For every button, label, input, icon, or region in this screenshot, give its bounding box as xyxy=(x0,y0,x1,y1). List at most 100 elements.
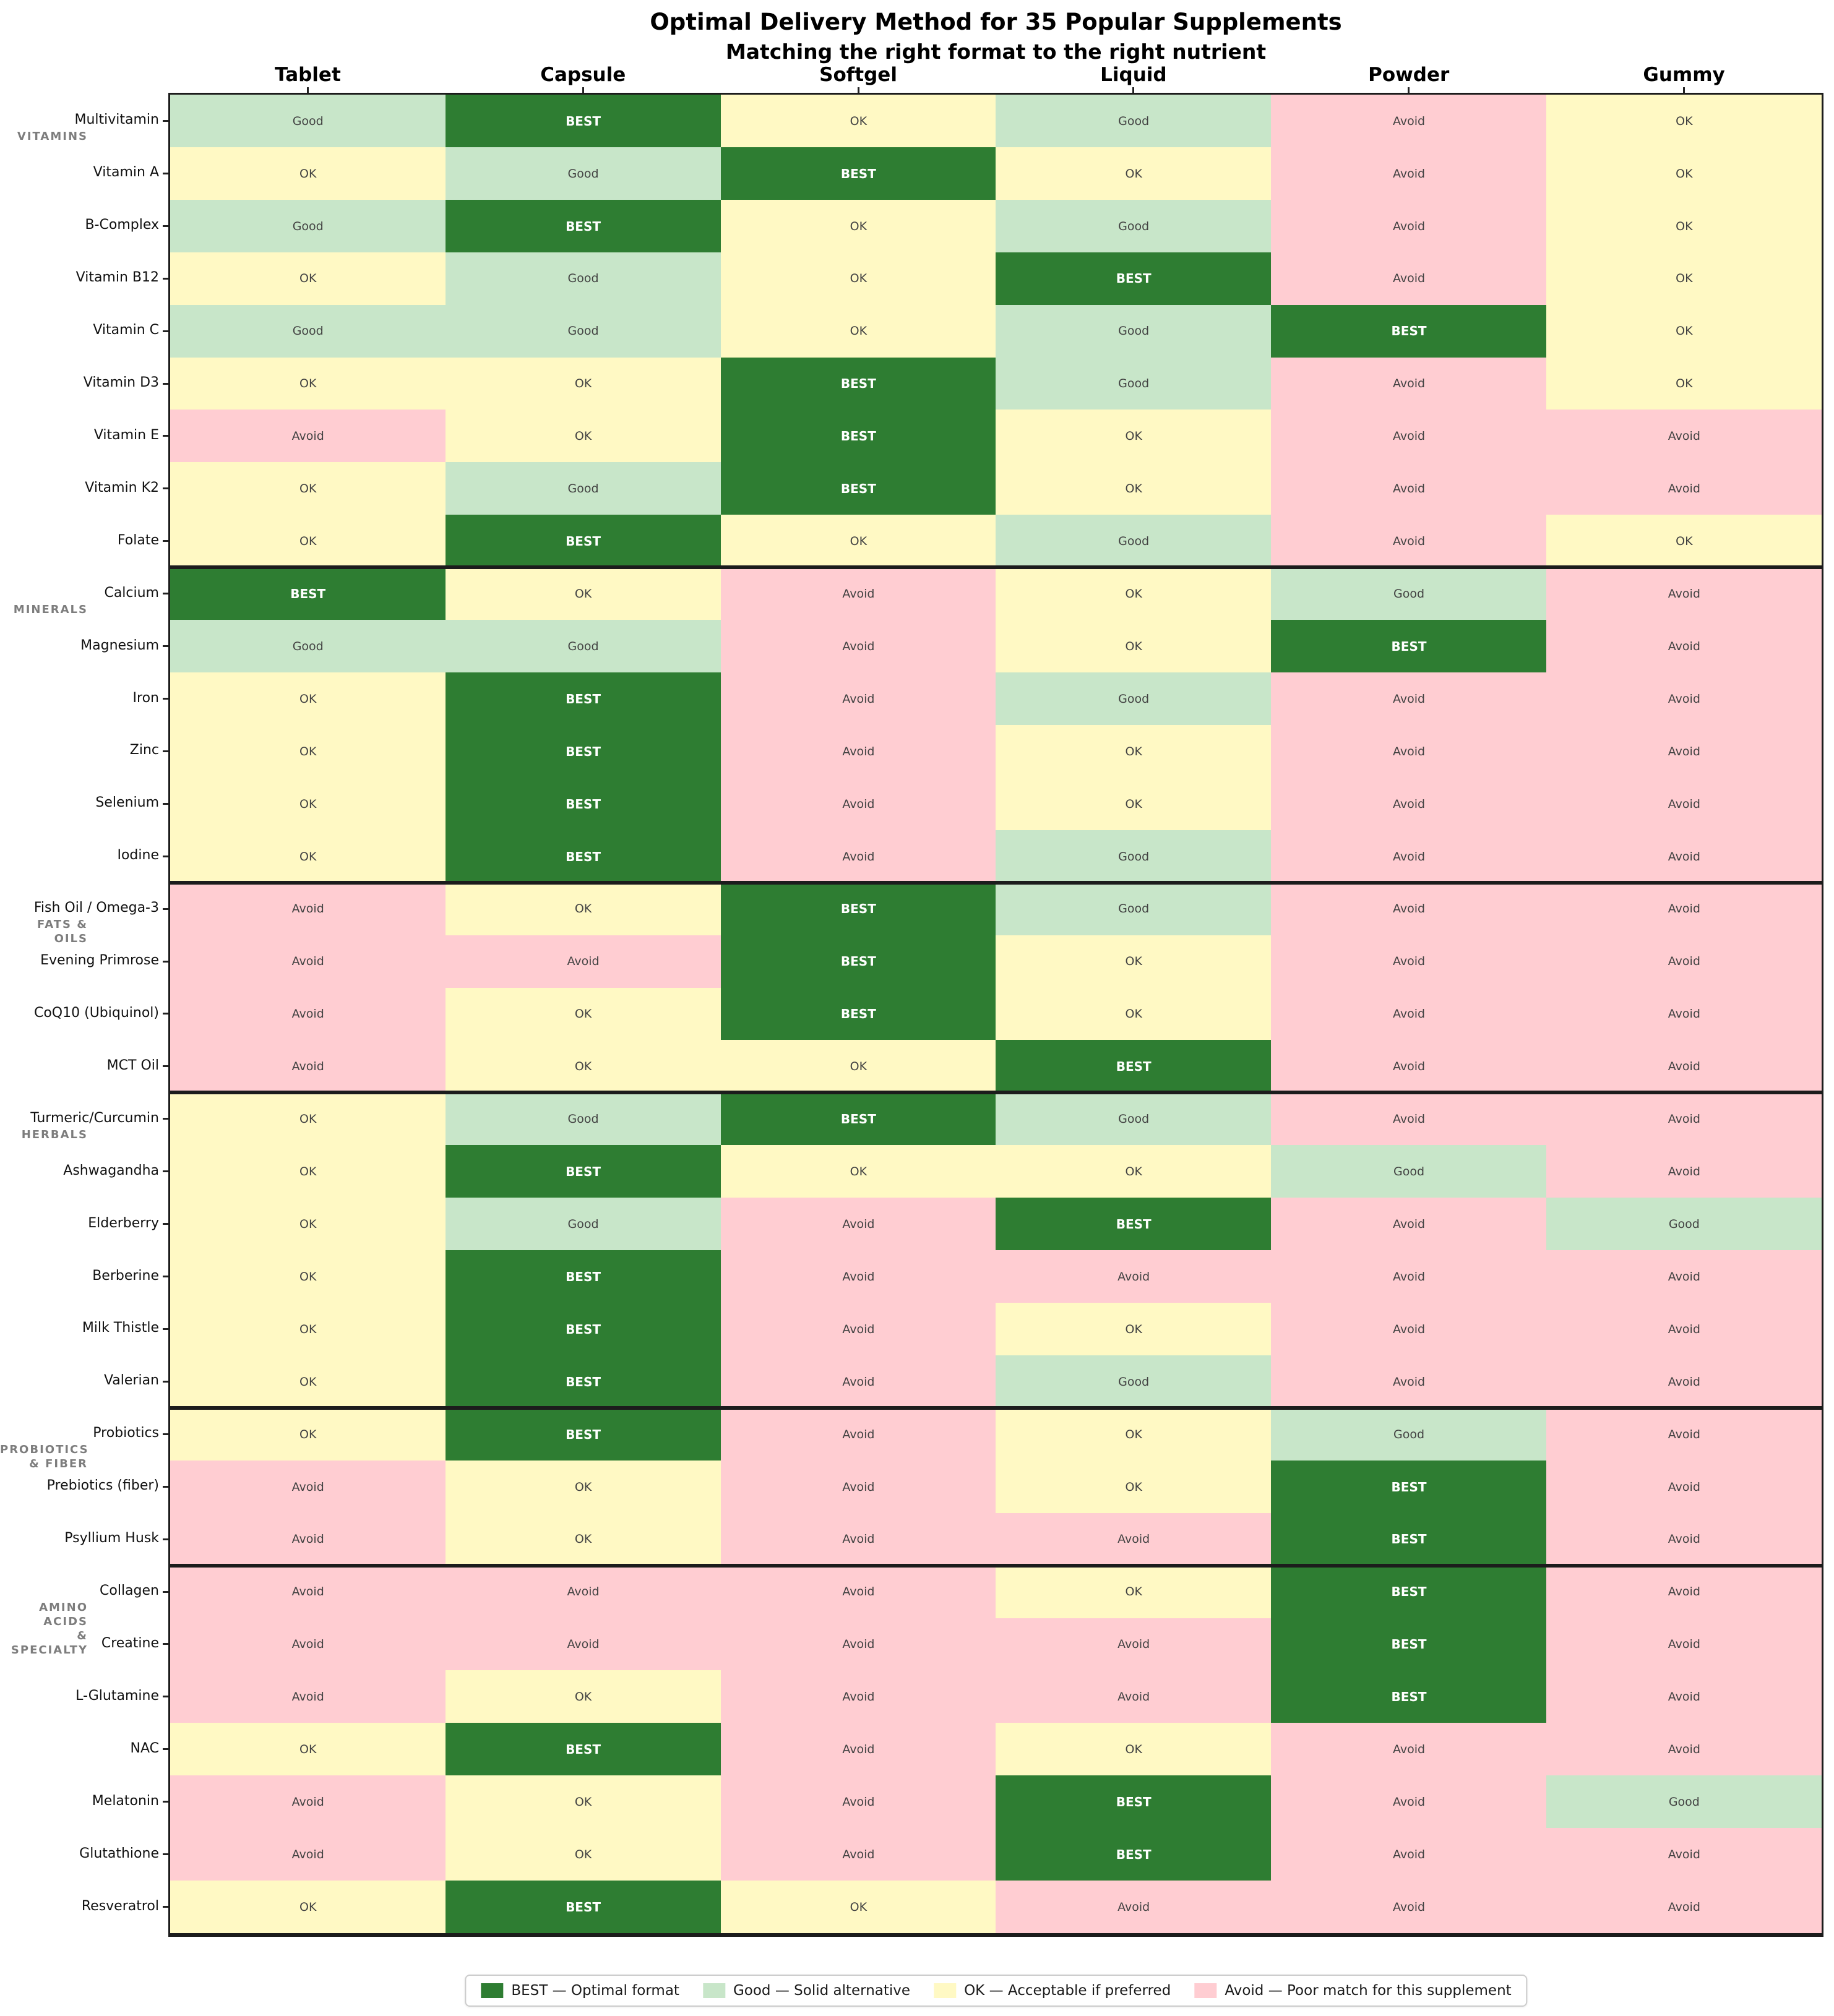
row-tick xyxy=(163,802,170,805)
matrix-cell: Avoid xyxy=(720,1670,997,1723)
matrix-cell: Avoid xyxy=(720,1198,997,1251)
matrix-cell: Good xyxy=(996,882,1272,936)
matrix-cell: BEST xyxy=(1271,304,1547,358)
matrix-cell: BEST xyxy=(170,567,446,620)
matrix-cell: BEST xyxy=(445,1407,721,1461)
row-label: Evening Primrose xyxy=(40,953,159,969)
matrix-cell: OK xyxy=(1546,304,1822,358)
row-tick xyxy=(163,645,170,648)
matrix-cell: Avoid xyxy=(720,1355,997,1409)
row-label: Vitamin D3 xyxy=(83,375,159,391)
matrix-cell: OK xyxy=(170,1145,446,1198)
row-label: CoQ10 (Ubiquinol) xyxy=(33,1005,159,1021)
matrix-cell: Avoid xyxy=(1546,1670,1822,1723)
matrix-cell: OK xyxy=(445,1460,721,1514)
matrix-cell: Avoid xyxy=(1546,1250,1822,1303)
matrix-cell: Good xyxy=(445,1198,721,1251)
matrix-cell: OK xyxy=(1546,95,1822,148)
matrix-cell: OK xyxy=(996,1145,1272,1198)
matrix-cell: Avoid xyxy=(1271,95,1547,148)
matrix-cell: Good xyxy=(996,304,1272,358)
row-label: MCT Oil xyxy=(106,1057,159,1073)
matrix-cell: Avoid xyxy=(996,1670,1272,1723)
matrix-cell: Avoid xyxy=(1546,620,1822,673)
matrix-cell: Good xyxy=(445,620,721,673)
heatmap-grid: Good BEST OK Good Avoid OK OK Good BEST OK Avoid OK… xyxy=(168,93,1823,1937)
matrix-cell: Avoid xyxy=(1271,830,1547,883)
matrix-cell: OK xyxy=(170,515,446,568)
matrix-cell: OK xyxy=(1546,199,1822,253)
matrix-cell: OK xyxy=(1546,515,1822,568)
matrix-cell: Avoid xyxy=(996,1250,1272,1303)
matrix-cell: OK xyxy=(445,882,721,936)
matrix-cell: Avoid xyxy=(720,1828,997,1881)
matrix-cell: Good xyxy=(170,620,446,673)
matrix-cell: Avoid xyxy=(445,935,721,989)
matrix-cell: Avoid xyxy=(1271,1198,1547,1251)
group-separator xyxy=(168,880,1823,885)
matrix-cell: Avoid xyxy=(170,1618,446,1671)
matrix-cell: BEST xyxy=(1271,1460,1547,1514)
matrix-cell: OK xyxy=(996,567,1272,620)
matrix-cell: OK xyxy=(170,777,446,831)
matrix-cell: Avoid xyxy=(1546,1303,1822,1356)
matrix-cell: OK xyxy=(445,987,721,1041)
matrix-cell: OK xyxy=(996,1460,1272,1514)
matrix-cell: OK xyxy=(720,304,997,358)
matrix-cell: BEST xyxy=(996,252,1272,306)
matrix-cell: Avoid xyxy=(720,1250,997,1303)
row-label: L-Glutamine xyxy=(75,1688,159,1704)
matrix-cell: Avoid xyxy=(1546,724,1822,778)
row-tick xyxy=(163,750,170,752)
legend-swatch-ok xyxy=(934,1983,957,1998)
matrix-cell: Avoid xyxy=(720,1407,997,1461)
matrix-cell: OK xyxy=(445,1775,721,1829)
row-label: Fish Oil / Omega-3 xyxy=(33,900,159,916)
matrix-cell: BEST xyxy=(720,462,997,515)
matrix-cell: Avoid xyxy=(170,987,446,1041)
matrix-cell: Good xyxy=(445,462,721,515)
row-label: Milk Thistle xyxy=(82,1320,159,1336)
matrix-cell: BEST xyxy=(445,95,721,148)
legend-swatch-best xyxy=(481,1983,504,1998)
matrix-cell: OK xyxy=(170,1250,446,1303)
matrix-cell: OK xyxy=(996,620,1272,673)
row-tick xyxy=(163,119,170,122)
matrix-cell: Avoid xyxy=(1271,882,1547,936)
row-tick xyxy=(163,855,170,857)
matrix-cell: BEST xyxy=(996,1040,1272,1093)
category-label: FATS & OILS xyxy=(37,918,88,946)
matrix-cell: OK xyxy=(445,410,721,463)
category-label: VITAMINS xyxy=(17,130,88,144)
matrix-cell: BEST xyxy=(720,882,997,936)
legend-item-ok: OK — Acceptable if preferred xyxy=(934,1983,1171,1999)
row-label: Berberine xyxy=(92,1268,159,1284)
matrix-cell: Good xyxy=(445,304,721,358)
matrix-cell: Avoid xyxy=(1271,147,1547,200)
row-label: Vitamin B12 xyxy=(75,270,159,286)
row-tick xyxy=(163,1118,170,1120)
column-tick xyxy=(1132,87,1135,95)
column-tick xyxy=(306,87,309,95)
matrix-cell: Avoid xyxy=(1546,1092,1822,1146)
matrix-cell: OK xyxy=(996,777,1272,831)
matrix-cell: Good xyxy=(1546,1775,1822,1829)
row-label: Iodine xyxy=(117,847,159,864)
matrix-cell: BEST xyxy=(1271,1512,1547,1566)
matrix-cell: Avoid xyxy=(1271,777,1547,831)
matrix-cell: Avoid xyxy=(1271,1092,1547,1146)
matrix-cell: Avoid xyxy=(720,567,997,620)
matrix-cell: OK xyxy=(1546,147,1822,200)
matrix-cell: Avoid xyxy=(1271,1303,1547,1356)
matrix-cell: BEST xyxy=(996,1828,1272,1881)
matrix-cell: BEST xyxy=(445,830,721,883)
matrix-cell: Good xyxy=(996,199,1272,253)
matrix-cell: Avoid xyxy=(1271,462,1547,515)
row-tick xyxy=(163,382,170,385)
row-label: Calcium xyxy=(104,585,159,601)
matrix-cell: Avoid xyxy=(720,620,997,673)
matrix-cell: Avoid xyxy=(1271,1775,1547,1829)
row-label: Zinc xyxy=(129,742,159,758)
matrix-cell: Avoid xyxy=(720,830,997,883)
